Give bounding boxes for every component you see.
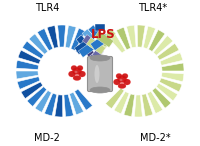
Wedge shape xyxy=(69,92,84,115)
Ellipse shape xyxy=(78,71,86,77)
Wedge shape xyxy=(157,43,179,60)
Wedge shape xyxy=(35,90,51,112)
Ellipse shape xyxy=(118,75,127,82)
Wedge shape xyxy=(37,28,53,51)
Text: TLR4: TLR4 xyxy=(35,3,59,13)
Wedge shape xyxy=(65,25,76,48)
Wedge shape xyxy=(114,91,129,114)
Bar xyxy=(90,34,110,50)
Wedge shape xyxy=(160,53,183,65)
Bar xyxy=(82,35,102,51)
Wedge shape xyxy=(71,28,86,51)
Bar xyxy=(88,53,100,65)
Bar xyxy=(78,41,98,57)
Wedge shape xyxy=(22,41,44,59)
Wedge shape xyxy=(27,87,47,106)
Wedge shape xyxy=(142,94,153,116)
Wedge shape xyxy=(76,33,95,54)
Bar xyxy=(84,47,96,59)
Bar xyxy=(95,24,105,31)
Wedge shape xyxy=(124,94,135,117)
Wedge shape xyxy=(29,34,48,54)
Bar xyxy=(94,31,114,47)
Wedge shape xyxy=(152,88,171,108)
Ellipse shape xyxy=(116,73,122,79)
Ellipse shape xyxy=(95,65,100,83)
Bar xyxy=(96,41,108,53)
Wedge shape xyxy=(75,89,92,110)
Bar xyxy=(104,29,116,41)
Wedge shape xyxy=(153,35,173,55)
Wedge shape xyxy=(134,95,142,117)
Wedge shape xyxy=(143,26,156,49)
Text: LPS: LPS xyxy=(91,28,115,41)
Ellipse shape xyxy=(120,79,122,81)
Wedge shape xyxy=(161,72,184,82)
Bar xyxy=(100,35,112,47)
Wedge shape xyxy=(149,30,165,52)
Ellipse shape xyxy=(73,75,81,80)
Wedge shape xyxy=(126,25,136,48)
Ellipse shape xyxy=(72,67,82,74)
Ellipse shape xyxy=(124,79,130,85)
Bar xyxy=(76,35,88,47)
Text: MD-2*: MD-2* xyxy=(140,133,170,143)
Bar xyxy=(92,47,104,59)
Bar xyxy=(80,41,92,53)
Wedge shape xyxy=(47,26,58,48)
Wedge shape xyxy=(162,63,184,71)
Ellipse shape xyxy=(74,71,78,73)
Ellipse shape xyxy=(114,79,120,85)
Text: MD-2: MD-2 xyxy=(34,133,60,143)
Wedge shape xyxy=(108,32,125,53)
Wedge shape xyxy=(159,78,182,92)
Bar xyxy=(86,38,106,54)
Wedge shape xyxy=(58,25,66,47)
Bar xyxy=(82,29,94,41)
Ellipse shape xyxy=(118,84,126,88)
Ellipse shape xyxy=(90,55,110,61)
Ellipse shape xyxy=(90,87,110,93)
Wedge shape xyxy=(18,50,41,64)
Wedge shape xyxy=(16,60,39,69)
FancyBboxPatch shape xyxy=(88,57,112,92)
Wedge shape xyxy=(156,83,178,101)
Wedge shape xyxy=(105,88,124,109)
Ellipse shape xyxy=(122,73,128,79)
Wedge shape xyxy=(55,95,63,117)
Wedge shape xyxy=(116,27,131,50)
Wedge shape xyxy=(17,77,40,89)
Wedge shape xyxy=(137,25,145,47)
Ellipse shape xyxy=(71,66,77,71)
Wedge shape xyxy=(16,71,38,79)
Text: TLR4*: TLR4* xyxy=(138,3,168,13)
Ellipse shape xyxy=(77,66,83,71)
Wedge shape xyxy=(44,93,57,116)
Wedge shape xyxy=(64,94,74,117)
Wedge shape xyxy=(21,82,43,99)
Bar xyxy=(74,38,94,54)
Bar xyxy=(88,25,100,37)
Wedge shape xyxy=(147,91,163,113)
Ellipse shape xyxy=(68,71,76,77)
